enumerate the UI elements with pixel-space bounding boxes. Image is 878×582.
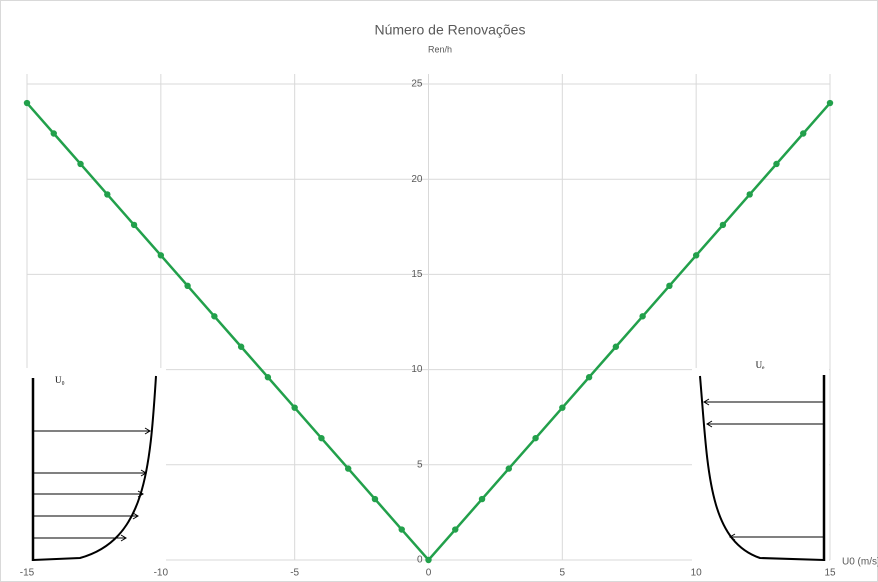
data-point [157, 252, 165, 259]
data-point [612, 343, 620, 350]
data-point [639, 313, 646, 320]
data-point [826, 99, 834, 107]
data-point [237, 343, 245, 350]
data-point [746, 191, 753, 198]
data-point [800, 130, 807, 137]
data-point [666, 282, 673, 290]
inset-right-profile [699, 375, 825, 561]
y-tick-label: 10 [411, 364, 423, 375]
data-point [184, 282, 191, 290]
data-point [345, 465, 352, 472]
data-point [773, 160, 780, 168]
x-tick-label: -10 [154, 568, 169, 579]
y-tick-label: 5 [417, 459, 423, 470]
x-tick-label: 0 [426, 568, 432, 579]
plot [23, 99, 834, 564]
y-tick-label: 0 [417, 555, 423, 566]
data-point [318, 434, 325, 442]
y-tick-label: 20 [411, 174, 423, 185]
inset-right-bg [692, 368, 829, 564]
inset-left-profile [32, 375, 157, 561]
data-point [505, 465, 512, 472]
inset-left-arrows [33, 427, 151, 542]
data-point [478, 495, 486, 503]
inset-left-bg [20, 368, 166, 564]
data-point [452, 526, 459, 533]
y-tick-label: 25 [411, 79, 423, 90]
y-tick-label: 15 [411, 269, 423, 280]
data-point [532, 434, 539, 442]
data-point [130, 221, 138, 229]
data-point [371, 495, 379, 503]
x-tick-label: -15 [20, 568, 35, 579]
data-point [719, 221, 727, 229]
data-point [23, 99, 31, 107]
x-tick-label: 15 [824, 568, 836, 579]
y-axis-label: Ren/h [428, 44, 452, 54]
data-point [692, 252, 700, 259]
data-point [585, 374, 593, 381]
chart-title: Número de Renovações [375, 22, 526, 38]
x-tick-label: -5 [290, 568, 299, 579]
data-point [50, 130, 57, 137]
inset-right-arrows [703, 398, 824, 541]
data-point [211, 313, 218, 320]
data-point [104, 191, 111, 198]
data-point [425, 556, 432, 564]
data-point [398, 526, 405, 533]
data-point [291, 404, 298, 411]
inset-right-label: Uₑ [756, 360, 765, 370]
inset-left-label: U₀ [55, 375, 65, 385]
data-point [77, 160, 84, 168]
x-axis-label: U0 (m/s) [842, 557, 878, 568]
data-point [559, 404, 566, 411]
x-tick-label: 10 [691, 568, 703, 579]
insets: U₀ Uₑ [20, 360, 829, 564]
data-point [264, 374, 272, 381]
x-tick-label: 5 [560, 568, 566, 579]
